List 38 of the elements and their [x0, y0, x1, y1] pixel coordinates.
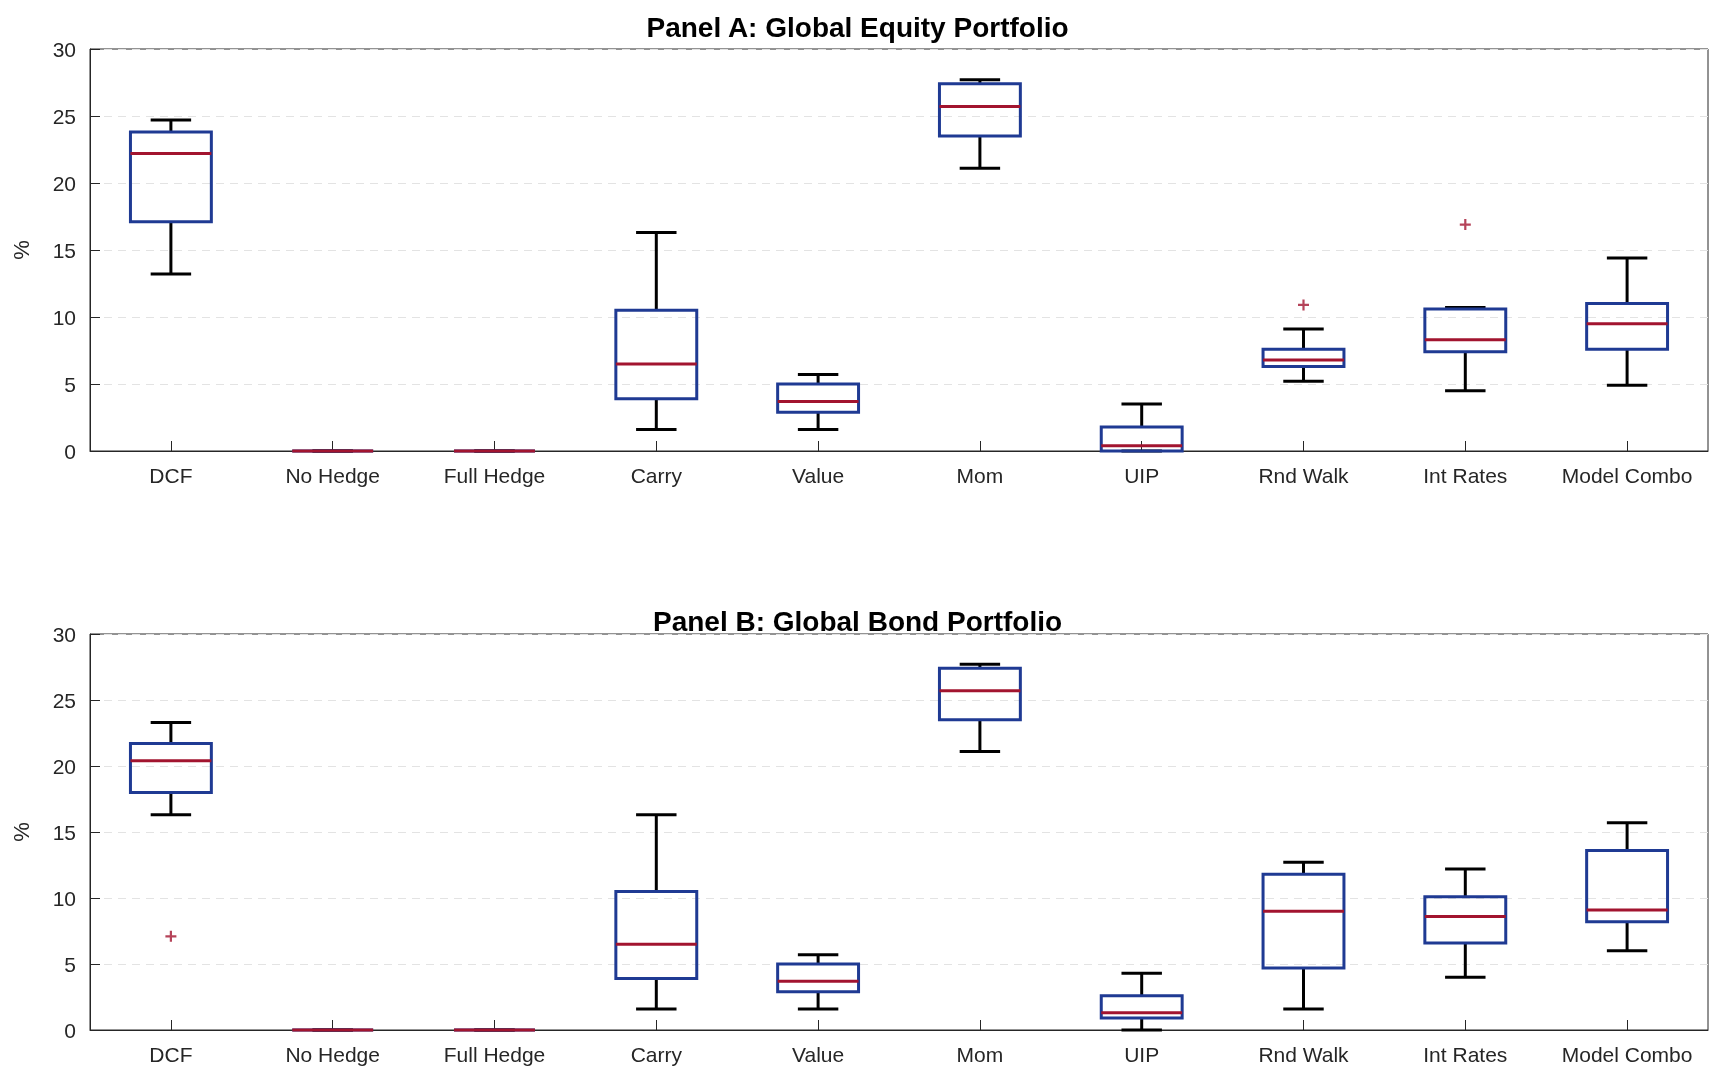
- x-tick-label: Mom: [956, 1043, 1004, 1066]
- y-axis-title: %: [8, 822, 34, 842]
- y-tick-label: 30: [52, 622, 76, 646]
- x-tick-label: Model Combo: [1561, 1043, 1693, 1066]
- x-tick-label: Full Hedge: [443, 1043, 546, 1066]
- chart-title: Panel A: Global Equity Portfolio: [646, 11, 1069, 43]
- y-axis-title: %: [8, 240, 34, 260]
- x-tick-label: Full Hedge: [443, 464, 546, 487]
- y-tick-label: 0: [64, 1018, 76, 1042]
- y-tick-label: 25: [52, 104, 76, 128]
- y-tick-label: 10: [52, 886, 76, 910]
- y-tick-label: 5: [64, 952, 76, 976]
- x-tick-label: Carry: [630, 1043, 683, 1066]
- y-tick-label: 15: [52, 238, 76, 262]
- x-tick-label: Rnd Walk: [1258, 1043, 1350, 1066]
- x-tick-label: DCF: [149, 1043, 193, 1066]
- x-tick-label: Rnd Walk: [1258, 464, 1350, 487]
- x-tick-label: UIP: [1124, 1043, 1160, 1066]
- y-tick-label: 5: [64, 372, 76, 396]
- x-tick-label: No Hedge: [285, 1043, 380, 1066]
- x-tick-label: UIP: [1124, 464, 1160, 487]
- x-tick-label: Int Rates: [1423, 1043, 1508, 1066]
- y-tick-label: 30: [52, 37, 76, 61]
- x-tick-label: Int Rates: [1423, 464, 1508, 487]
- y-tick-label: 15: [52, 820, 76, 844]
- x-tick-label: DCF: [149, 464, 193, 487]
- x-tick-label: No Hedge: [285, 464, 380, 487]
- x-tick-label: Value: [792, 464, 845, 487]
- y-tick-label: 25: [52, 688, 76, 712]
- x-tick-label: Model Combo: [1561, 464, 1693, 487]
- x-tick-label: Carry: [630, 464, 683, 487]
- chart-title: Panel B: Global Bond Portfolio: [652, 605, 1063, 637]
- y-tick-label: 0: [64, 439, 76, 463]
- x-tick-label: Value: [792, 1043, 845, 1066]
- y-tick-label: 20: [52, 171, 76, 195]
- x-tick-label: Mom: [956, 464, 1004, 487]
- y-tick-label: 10: [52, 305, 76, 329]
- y-tick-label: 20: [52, 754, 76, 778]
